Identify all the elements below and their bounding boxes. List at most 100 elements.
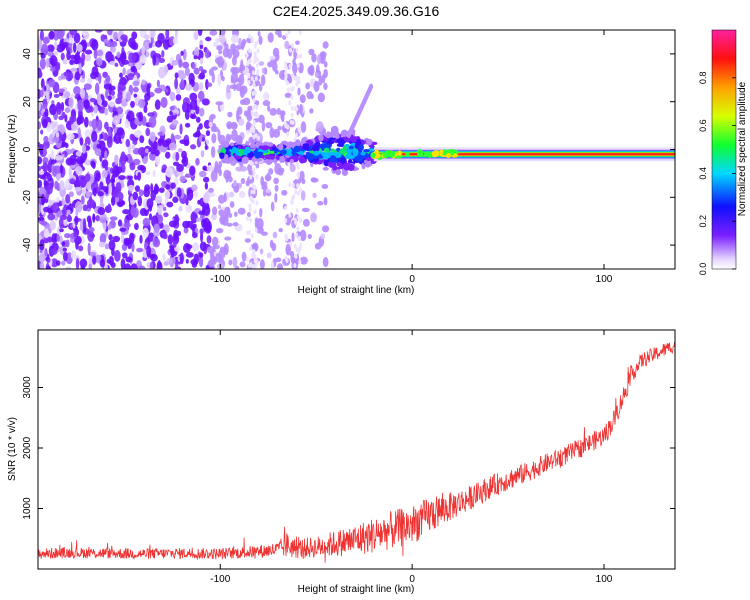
heatmap-cell (260, 74, 266, 87)
heatmap-cell (248, 203, 252, 209)
heatmap-cell (114, 250, 121, 262)
heatmap-cell (52, 165, 57, 178)
heatmap-cell (72, 42, 77, 53)
heatmap-cell (204, 182, 209, 190)
heatmap-cell (138, 111, 144, 122)
heatmap-cell (43, 206, 50, 213)
heatmap-cell (95, 172, 101, 182)
heatmap-cell (73, 177, 81, 190)
heatmap-cell (231, 129, 238, 142)
heatmap-cell (210, 170, 218, 182)
heatmap-cell (41, 193, 45, 206)
heatmap-cell (215, 228, 224, 234)
heatmap-cell (348, 145, 354, 150)
heatmap-cell (142, 227, 149, 238)
heatmap-cell (185, 204, 193, 213)
heatmap-cell (295, 40, 300, 45)
heatmap-cell (265, 188, 272, 194)
heatmap-cell (149, 30, 156, 38)
heatmap-cell (94, 30, 103, 33)
heatmap-cell (150, 144, 156, 155)
heatmap-cell (205, 79, 209, 90)
heatmap-cell (247, 163, 253, 173)
heatmap-cell (113, 188, 117, 199)
heatmap-cell (256, 70, 260, 76)
heatmap-cell (47, 44, 55, 53)
x-tick-label: 0 (409, 274, 415, 285)
heatmap-cell (259, 259, 265, 269)
heatmap-cell (80, 264, 86, 269)
heatmap-cell (193, 67, 200, 75)
heatmap-cell (167, 234, 174, 245)
heatmap-cell (286, 87, 290, 93)
heatmap-cell (251, 264, 255, 269)
heatmap-cell (232, 55, 237, 66)
heatmap-cell (49, 55, 58, 67)
heatmap-cell (293, 243, 297, 249)
heatmap-cell (304, 144, 310, 151)
heatmap-cell (259, 207, 263, 218)
heatmap-cell (182, 155, 189, 167)
heatmap-cell (161, 140, 170, 148)
heatmap-cell (46, 122, 52, 133)
heatmap-cell (188, 72, 195, 84)
heatmap-cell (279, 149, 287, 155)
heatmap-cell (251, 90, 255, 96)
heatmap-cell (101, 169, 108, 179)
heatmap-cell (293, 106, 297, 112)
heatmap-cell (74, 215, 79, 226)
heatmap-cell (317, 200, 324, 206)
heatmap-cell (157, 204, 163, 215)
heatmap-cell (76, 117, 82, 126)
heatmap-cell (171, 119, 179, 126)
heatmap-cell (247, 73, 251, 79)
heatmap-cell (130, 100, 135, 108)
heatmap-cell (240, 177, 246, 185)
heatmap-cell (106, 137, 113, 148)
heatmap-cell (62, 206, 67, 219)
heatmap-cell (148, 42, 153, 49)
heatmap-cell (174, 214, 180, 226)
heatmap-cell (84, 54, 92, 62)
heatmap-cell (79, 137, 84, 146)
heatmap-cell (206, 220, 212, 233)
heatmap-cell (239, 86, 245, 99)
heatmap-cell (138, 265, 146, 269)
heatmap-cell (232, 256, 238, 268)
heatmap-cell (323, 68, 328, 79)
heatmap-cell (175, 94, 182, 101)
heatmap-cell (96, 143, 101, 149)
heatmap-cell (210, 146, 216, 159)
heatmap-cell (60, 101, 65, 112)
heatmap-cell (246, 230, 250, 236)
heatmap-cell (43, 85, 47, 92)
heatmap-cell (161, 50, 165, 58)
heatmap-cell (265, 121, 273, 129)
heatmap-cell (229, 84, 238, 90)
heatmap-cell (224, 206, 231, 217)
heatmap-cell (317, 92, 326, 103)
heatmap-cell (290, 105, 294, 111)
heatmap-cell (285, 80, 289, 86)
heatmap-cell (321, 225, 330, 233)
heatmap-cell (91, 118, 98, 130)
heatmap-cell (194, 189, 198, 198)
heatmap-cell (169, 91, 176, 102)
heatmap-cell (61, 260, 66, 266)
heatmap-cell (215, 57, 221, 64)
heatmap-cell (174, 72, 179, 79)
heatmap-cell (299, 94, 306, 104)
heatmap-cell (312, 145, 320, 153)
heatmap-cell (255, 57, 259, 63)
heatmap-cell (217, 73, 222, 86)
heatmap-cell (105, 74, 111, 84)
heatmap-cell (129, 133, 135, 141)
heatmap-cell (139, 234, 143, 244)
heatmap-cell (146, 83, 151, 96)
heatmap-cell (295, 208, 299, 214)
heatmap-cell (71, 121, 79, 132)
heatmap-cell (198, 66, 204, 72)
heatmap-cell (40, 203, 45, 216)
heatmap-cell (298, 245, 302, 251)
heatmap-cell (115, 166, 123, 174)
